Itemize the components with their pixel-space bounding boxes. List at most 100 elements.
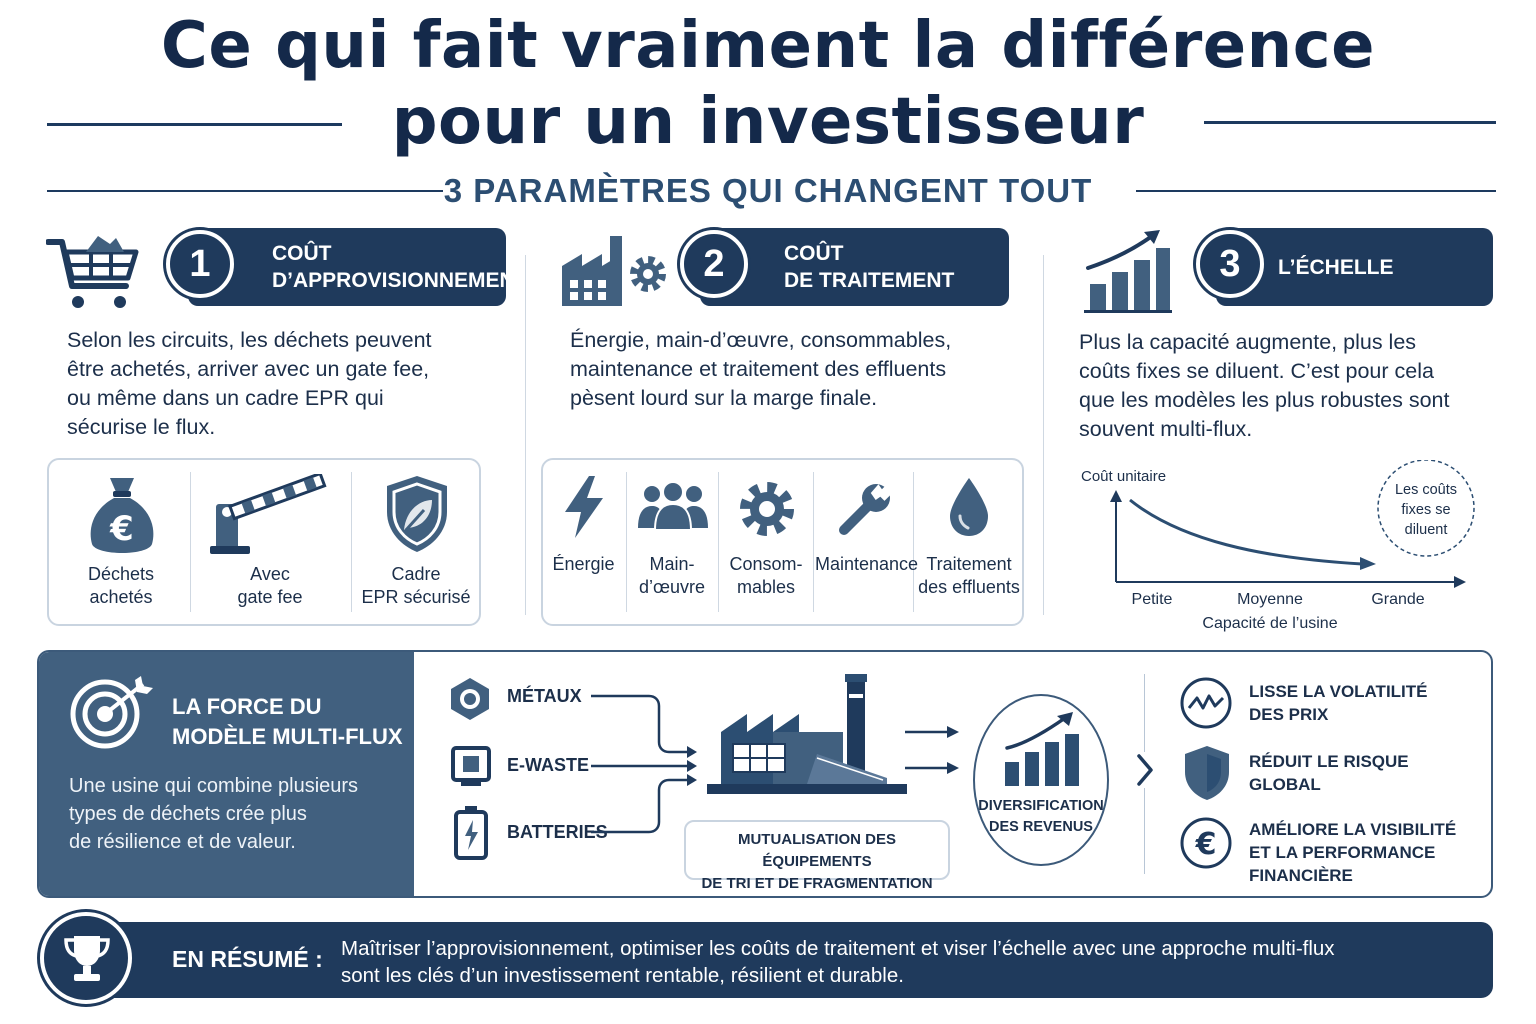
source-e-waste: E-WASTE [507, 755, 590, 775]
desc-line: ou même dans un cadre EPR qui [67, 386, 384, 410]
item-consommables: Consom- mables [720, 553, 812, 599]
param-1-title-line1: COÛT [272, 242, 332, 265]
benefit-line: FINANCIÈRE [1249, 866, 1353, 885]
source-metaux: MÉTAUX [507, 686, 582, 706]
annotation-line-1: Les coûts [1395, 482, 1457, 498]
item-label-2: des effluents [918, 577, 1020, 597]
trophy-badge [40, 912, 132, 1004]
tick-grande: Grande [1371, 591, 1424, 608]
item-label-1: Maintenance [815, 554, 919, 574]
title-rule-left [47, 123, 342, 126]
item-label-1: Traitement [926, 554, 1012, 574]
diversification-line1: DIVERSIFICATION [978, 798, 1104, 814]
desc-line: être achetés, arriver avec un gate fee, [67, 357, 430, 381]
summary-text: Maîtriser l’approvisionnement, optimiser… [341, 935, 1335, 989]
desc-line: coûts fixes se diluent. C’est pour cela [1079, 359, 1434, 383]
factory-gear-icon [562, 236, 666, 306]
recycling-factory-icon [707, 674, 907, 794]
wrench-icon [839, 484, 893, 535]
desc-line: types de déchets crée plus [69, 803, 307, 825]
title-line-2: pour un investisseur [391, 85, 1145, 159]
scale-chart: Coût unitaire Petite Moyenne Grande Capa… [1081, 460, 1475, 632]
item-label-1: Main- [649, 554, 695, 574]
svg-text:€: € [109, 509, 134, 549]
benefit-visibilite: AMÉLIORE LA VISIBILITÉ ET LA PERFORMANCE… [1249, 818, 1456, 887]
annotation-line-2: fixes se [1401, 502, 1450, 518]
multiflux-description: Une usine qui combine plusieurs types de… [69, 772, 358, 856]
subtitle: 3 PARAMÈTRES QUI CHANGENT TOUT [443, 172, 1093, 209]
param-1-description: Selon les circuits, les déchets peuvent … [67, 326, 432, 442]
param-2-title-line1: COÛT [784, 242, 844, 265]
chip-icon [451, 746, 491, 786]
processing-costs-box [541, 458, 1024, 626]
benefit-line: LISSE LA VOLATILITÉ [1249, 682, 1428, 701]
divider [813, 472, 814, 612]
subtitle-rule-right [1136, 190, 1496, 192]
pulse-icon [1180, 677, 1232, 729]
battery-icon [454, 806, 488, 860]
y-axis-arrow [1110, 490, 1122, 502]
param-2-number: 2 [680, 230, 748, 298]
item-label-1: Déchets [87, 564, 155, 584]
param-2-header: COÛT DE TRAITEMENT [700, 228, 1009, 306]
desc-line: que les modèles les plus robustes sont [1079, 388, 1450, 412]
metal-nut-icon [451, 678, 489, 720]
x-axis-arrow [1454, 576, 1466, 588]
growth-chart-icon [1084, 230, 1172, 313]
multiflux-title-line2: MODÈLE MULTI-FLUX [172, 724, 403, 749]
shield-leaf-icon [387, 476, 447, 552]
multiflux-title: LA FORCE DU MODÈLE MULTI-FLUX [172, 692, 403, 752]
lightning-icon [565, 476, 603, 538]
multiflux-title-line1: LA FORCE DU [172, 694, 322, 719]
diversification-line2: DES REVENUS [989, 819, 1093, 835]
column-divider [1043, 255, 1044, 615]
desc-line: pèsent lourd sur la marge finale. [570, 386, 878, 410]
desc-line: de résilience et de valeur. [69, 831, 296, 853]
divider [718, 472, 719, 612]
summary-banner: EN RÉSUMÉ : Maîtriser l’approvisionnemen… [68, 922, 1493, 998]
item-energie: Énergie [545, 553, 622, 576]
source-batteries: BATTERIES [507, 822, 608, 842]
multiflux-panel: LA FORCE DU MODÈLE MULTI-FLUX Une usine … [37, 650, 1493, 898]
annotation-line-3: diluent [1405, 522, 1448, 538]
chart-ylabel: Coût unitaire [1081, 468, 1166, 485]
benefit-line: RÉDUIT LE RISQUE [1249, 752, 1409, 771]
benefit-line: GLOBAL [1249, 775, 1321, 794]
item-maintenance: Maintenance [815, 553, 919, 576]
item-label-2: EPR sécurisé [361, 587, 471, 607]
item-label-2: mables [736, 577, 796, 597]
tick-moyenne: Moyenne [1237, 591, 1303, 608]
item-gate-fee: Avec gate fee [205, 563, 335, 609]
desc-line: Selon les circuits, les déchets peuvent [67, 328, 432, 352]
divider [913, 472, 914, 612]
desc-line: Plus la capacité augmente, plus les [1079, 330, 1417, 354]
shield-icon [1185, 746, 1229, 800]
benefit-risque: RÉDUIT LE RISQUE GLOBAL [1249, 750, 1409, 796]
item-label-2: d’œuvre [638, 577, 705, 597]
item-label-1: Énergie [552, 554, 615, 574]
desc-line: sécurise le flux. [67, 415, 216, 439]
chevron-right-icon [1133, 752, 1157, 788]
cost-curve [1129, 498, 1363, 566]
tick-petite: Petite [1132, 591, 1173, 608]
param-2-title-line2: DE TRAITEMENT [784, 269, 955, 292]
item-label-2: achetés [89, 587, 153, 607]
divider [190, 472, 191, 612]
benefit-volatilite: LISSE LA VOLATILITÉ DES PRIX [1249, 680, 1428, 726]
target-icon [70, 676, 153, 749]
revenue-chart-icon [1005, 712, 1079, 786]
item-label-1: Consom- [729, 554, 803, 574]
title-line-1: Ce qui fait vraiment la différence [160, 9, 1376, 83]
diversification-label: DIVERSIFICATION DES REVENUS [973, 796, 1109, 838]
benefit-line: DES PRIX [1249, 705, 1329, 724]
param-1-header: COÛT D’APPROVISIONNEMENT [188, 228, 528, 306]
item-label-2: gate fee [237, 587, 303, 607]
page-title: Ce qui fait vraiment la différence pour … [0, 8, 1536, 160]
column-divider [525, 255, 526, 615]
mutualisation-line2: DE TRI ET DE FRAGMENTATION [701, 875, 933, 892]
mutualisation-line1: MUTUALISATION DES ÉQUIPEMENTS [737, 831, 897, 870]
subtitle-rule-left [47, 190, 443, 192]
flow-arrows [591, 694, 959, 834]
euro-icon: € [1180, 817, 1232, 869]
title-rule-right [1204, 121, 1496, 124]
